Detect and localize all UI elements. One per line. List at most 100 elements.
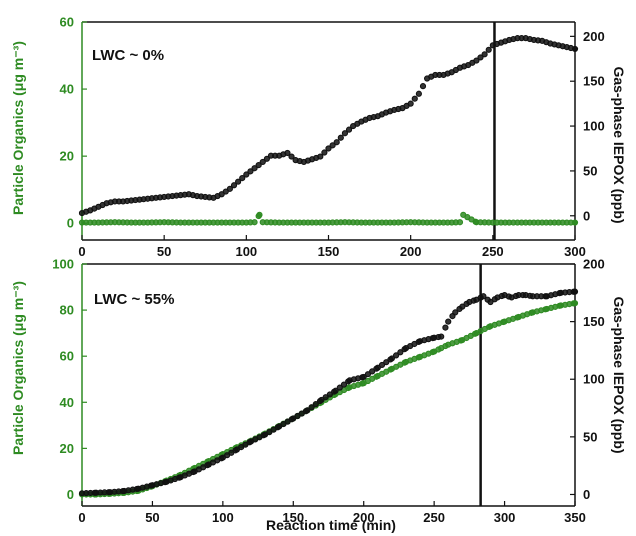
iepox-data-point: [318, 396, 325, 404]
bottom-panel-annotation: LWC ~ 55%: [94, 291, 174, 308]
iepox-data-point: [374, 364, 381, 371]
iepox-data-point: [364, 371, 372, 378]
x-tick-label: 0: [78, 510, 85, 525]
iepox-data-point: [251, 165, 258, 172]
organics-data-point: [571, 219, 579, 226]
top-marks: [78, 35, 579, 226]
iepox-data-point: [340, 381, 348, 388]
iepox-data-point: [247, 168, 254, 175]
right-tick-label: 150: [583, 74, 605, 89]
x-tick-label: 100: [212, 510, 234, 525]
left-tick-label: 80: [60, 303, 74, 318]
top-right-axis-title: Gas-phase IEPOX (ppb): [611, 66, 627, 223]
right-tick-label: 200: [583, 29, 605, 44]
x-tick-label: 0: [78, 244, 85, 259]
iepox-data-point: [322, 394, 329, 401]
iepox-data-point: [442, 324, 449, 331]
iepox-data-point: [336, 384, 343, 391]
iepox-data-point: [415, 90, 422, 97]
x-tick-label: 200: [353, 510, 375, 525]
iepox-data-point: [345, 126, 353, 133]
right-tick-label: 100: [583, 372, 605, 387]
left-tick-label: 60: [60, 15, 74, 30]
right-tick-label: 0: [583, 208, 590, 223]
iepox-data-point: [259, 158, 266, 166]
right-tick-label: 50: [583, 429, 597, 444]
iepox-data-point: [288, 153, 295, 160]
iepox-data-point: [332, 387, 339, 394]
top-left-axis-title: Particle Organics (μg m⁻³): [10, 41, 26, 215]
bottom-plot-frame: 0 50 100 150 200 250 300 350 0 20 40 60 80 100 0 50 100 1…: [52, 257, 604, 526]
iepox-data-point: [312, 401, 319, 408]
iepox-data-point: [411, 95, 418, 102]
iepox-data-point: [388, 355, 395, 362]
iepox-data-point: [321, 149, 328, 156]
x-tick-label: 50: [157, 244, 171, 259]
iepox-data-point: [571, 45, 579, 53]
iepox-data-point: [360, 373, 367, 381]
iepox-data-point: [230, 182, 238, 189]
iepox-data-point: [383, 359, 390, 366]
bottom-marks: [78, 288, 579, 498]
iepox-data-point: [304, 407, 311, 414]
left-tick-label: 60: [60, 349, 74, 364]
iepox-data-point: [378, 361, 386, 369]
x-tick-label: 300: [494, 510, 516, 525]
x-tick-label: 150: [282, 510, 304, 525]
iepox-data-point: [438, 333, 445, 340]
iepox-data-point: [485, 46, 492, 53]
iepox-data-point: [337, 134, 344, 141]
top-panel-annotation: LWC ~ 0%: [92, 47, 164, 64]
iepox-data-point: [317, 153, 324, 160]
right-tick-label: 150: [583, 314, 605, 329]
iepox-data-point: [571, 288, 579, 295]
x-tick-label: 150: [318, 244, 340, 259]
iepox-data-point: [326, 391, 334, 398]
iepox-data-point: [397, 349, 404, 356]
iepox-data-point: [445, 318, 452, 325]
right-tick-label: 100: [583, 119, 605, 134]
iepox-data-point: [369, 368, 376, 375]
iepox-data-point: [235, 178, 242, 185]
bottom-panel: 0 50 100 150 200 250 300 350 0 20 40 60 80 100 0 50 100 1…: [10, 257, 627, 534]
bottom-left-axis-title: Particle Organics (μg m⁻³): [10, 281, 26, 455]
iepox-data-point: [284, 149, 291, 157]
x-tick-label: 250: [482, 244, 504, 259]
iepox-data-point: [308, 404, 315, 411]
iepox-data-point: [480, 293, 487, 300]
iepox-data-point: [419, 83, 427, 90]
left-tick-label: 20: [60, 441, 74, 456]
iepox-data-point: [407, 100, 414, 107]
iepox-data-point: [487, 298, 494, 306]
organics-data-point: [571, 300, 579, 307]
right-tick-label: 200: [583, 257, 605, 272]
x-axis-title: Reaction time (min): [266, 517, 396, 533]
x-tick-label: 300: [564, 244, 586, 259]
iepox-data-point: [226, 185, 233, 192]
iepox-data-point: [481, 51, 488, 58]
top-plot-frame: 0 50 100 150 200 250 300 0 20 40 60 0 50 100 150 200: [60, 15, 605, 260]
bottom-right-axis-title: Gas-phase IEPOX (ppb): [611, 296, 627, 453]
iepox-data-point: [325, 145, 332, 152]
iepox-data-point: [239, 174, 246, 182]
left-tick-label: 20: [60, 149, 74, 164]
organics-data-point: [456, 219, 464, 226]
left-tick-label: 100: [52, 257, 74, 272]
left-tick-label: 40: [60, 82, 74, 97]
iepox-data-point: [477, 54, 484, 61]
left-tick-label: 40: [60, 395, 74, 410]
iepox-data-point: [333, 139, 340, 146]
x-tick-label: 50: [145, 510, 159, 525]
iepox-data-point: [473, 57, 480, 64]
left-tick-label: 0: [67, 487, 74, 502]
x-tick-label: 350: [564, 510, 586, 525]
left-tick-label: 0: [67, 216, 74, 231]
organics-data-point: [256, 211, 263, 218]
organics-data-point: [251, 219, 258, 226]
iepox-data-point: [393, 352, 400, 359]
right-tick-label: 50: [583, 163, 597, 178]
iepox-data-point: [243, 171, 250, 178]
iepox-data-point: [255, 161, 262, 169]
iepox-data-point: [263, 155, 270, 162]
